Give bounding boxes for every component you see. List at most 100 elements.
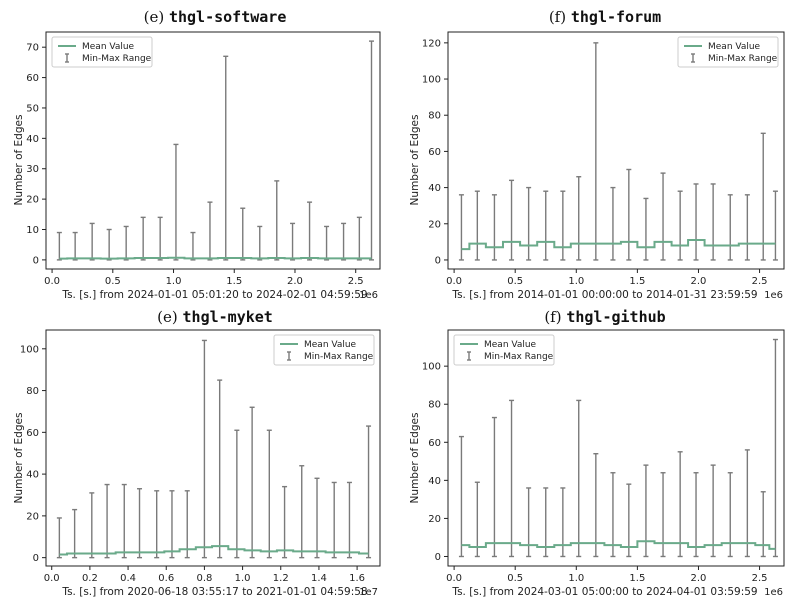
x-tick-label: 1.0 [235, 573, 251, 584]
legend-mean-label: Mean Value [82, 42, 135, 52]
mean-line [59, 256, 372, 260]
legend-box [51, 36, 153, 68]
x-tick-label: 2.5 [348, 276, 364, 287]
y-tick-label: 40 [26, 470, 39, 481]
legend-box [677, 36, 779, 68]
x-offset-text: 1e6 [764, 290, 783, 301]
plot-area: 0.0 0.2 0.4 0.6 0.8 1.0 1.2 1.4 1.6 0 20 40 60 80 100 M… [20, 329, 381, 584]
x-axis-label: Ts. [s.] from 2024-03-01 05:00:00 to 202… [451, 586, 757, 598]
y-tick-label: 0 [33, 553, 39, 564]
chart-title: (e) thgl-software [144, 8, 287, 26]
axes-frame [447, 31, 785, 270]
legend: Mean Value Min-Max Range [453, 334, 555, 366]
y-tick-label: 80 [428, 111, 441, 122]
x-tick-label: 1.0 [166, 276, 182, 287]
legend: Mean Value Min-Max Range [273, 334, 375, 366]
x-axis-label: Ts. [s.] from 2024-01-01 05:01:20 to 202… [61, 289, 367, 301]
chart-panel-thgl-software: (e) thgl-software 0.0 0.5 1.0 1.5 2.0 2.5 0 10 2… [13, 8, 381, 301]
y-tick-label: 20 [428, 219, 441, 230]
x-offset-text: 1e7 [359, 587, 378, 598]
y-tick-label: 80 [428, 400, 441, 411]
x-tick-label: 1.0 [568, 276, 584, 287]
y-tick-label: 60 [26, 428, 39, 439]
y-tick-label: 10 [26, 225, 39, 236]
y-tick-label: 0 [435, 255, 441, 266]
y-tick-label: 80 [26, 386, 39, 397]
chart-title: (f) thgl-github [544, 308, 665, 326]
x-tick-label: 0.8 [196, 573, 212, 584]
x-tick-label: 1.5 [629, 276, 645, 287]
y-tick-label: 50 [26, 103, 39, 114]
y-tick-label: 60 [428, 147, 441, 158]
y-axis-label: Number of Edges [409, 413, 421, 504]
y-tick-label: 0 [435, 552, 441, 563]
y-tick-label: 20 [428, 514, 441, 525]
legend-range-label: Min-Max Range [708, 54, 778, 64]
x-offset-text: 1e6 [359, 290, 378, 301]
legend-box [453, 334, 555, 366]
y-tick-label: 60 [428, 438, 441, 449]
y-tick-label: 100 [20, 344, 39, 355]
y-tick-label: 60 [26, 73, 39, 84]
legend-mean-label: Mean Value [708, 42, 761, 52]
plot-area: 0.0 0.5 1.0 1.5 2.0 2.5 0 10 20 30 40 50 60 70 Mean Va… [26, 31, 381, 287]
x-tick-label: 0.0 [446, 276, 462, 287]
legend-box [273, 334, 375, 366]
x-tick-label: 0.0 [44, 276, 60, 287]
x-tick-label: 1.0 [568, 573, 584, 584]
x-axis-label: Ts. [s.] from 2014-01-01 00:00:00 to 201… [451, 289, 757, 301]
legend-range-label: Min-Max Range [304, 352, 374, 362]
x-tick-label: 2.5 [752, 276, 768, 287]
x-tick-label: 1.6 [349, 573, 365, 584]
plot-area: 0.0 0.5 1.0 1.5 2.0 2.5 0 20 40 60 80 100 120 Mean Va… [422, 31, 785, 287]
mean-line [461, 540, 776, 550]
mean-line [461, 239, 776, 251]
x-tick-label: 2.0 [691, 573, 707, 584]
y-axis-label: Number of Edges [409, 115, 421, 206]
x-axis-label: Ts. [s.] from 2020-06-18 03:55:17 to 202… [61, 586, 367, 598]
x-tick-label: 0.5 [105, 276, 121, 287]
y-tick-label: 0 [33, 255, 39, 266]
chart-title: (e) thgl-myket [157, 308, 273, 326]
y-tick-label: 100 [422, 75, 441, 86]
x-tick-label: 0.5 [507, 573, 523, 584]
x-offset-text: 1e6 [764, 587, 783, 598]
chart-panel-thgl-forum: (f) thgl-forum 0.0 0.5 1.0 1.5 2.0 2.5 0 20 40 60… [409, 8, 785, 301]
x-tick-label: 2.0 [287, 276, 303, 287]
y-tick-label: 100 [422, 362, 441, 373]
x-tick-label: 1.4 [311, 573, 327, 584]
mean-line [59, 545, 369, 556]
legend-range-label: Min-Max Range [82, 54, 152, 64]
plot-area: 0.0 0.5 1.0 1.5 2.0 2.5 0 20 40 60 80 100 Mean Value… [422, 329, 785, 584]
y-axis-label: Number of Edges [13, 115, 25, 206]
x-tick-label: 2.0 [691, 276, 707, 287]
y-axis-label: Number of Edges [13, 413, 25, 504]
x-tick-label: 0.4 [120, 573, 136, 584]
y-tick-label: 20 [26, 195, 39, 206]
y-tick-label: 40 [428, 183, 441, 194]
legend: Mean Value Min-Max Range [51, 36, 153, 68]
x-tick-label: 0.0 [44, 573, 60, 584]
chart-panel-thgl-myket: (e) thgl-myket 0.0 0.2 0.4 0.6 0.8 1.0 1.2 1.4 1… [13, 308, 381, 598]
x-tick-label: 0.0 [446, 573, 462, 584]
axes-frame [447, 329, 785, 567]
x-tick-label: 2.5 [752, 573, 768, 584]
x-tick-label: 0.5 [507, 276, 523, 287]
legend-mean-label: Mean Value [484, 340, 537, 350]
x-tick-label: 1.5 [629, 573, 645, 584]
y-tick-label: 120 [422, 38, 441, 49]
legend-range-label: Min-Max Range [484, 352, 554, 362]
y-tick-label: 20 [26, 511, 39, 522]
axes-frame [45, 31, 381, 270]
x-tick-label: 0.2 [82, 573, 98, 584]
x-tick-label: 1.5 [226, 276, 242, 287]
y-tick-label: 30 [26, 164, 39, 175]
chart-title: (f) thgl-forum [549, 8, 661, 26]
x-tick-label: 1.2 [273, 573, 289, 584]
axes-frame [45, 329, 381, 567]
x-tick-label: 0.6 [158, 573, 174, 584]
y-tick-label: 40 [428, 476, 441, 487]
y-tick-label: 70 [26, 43, 39, 54]
chart-panel-thgl-github: (f) thgl-github 0.0 0.5 1.0 1.5 2.0 2.5 0 20 40 6… [409, 308, 785, 598]
